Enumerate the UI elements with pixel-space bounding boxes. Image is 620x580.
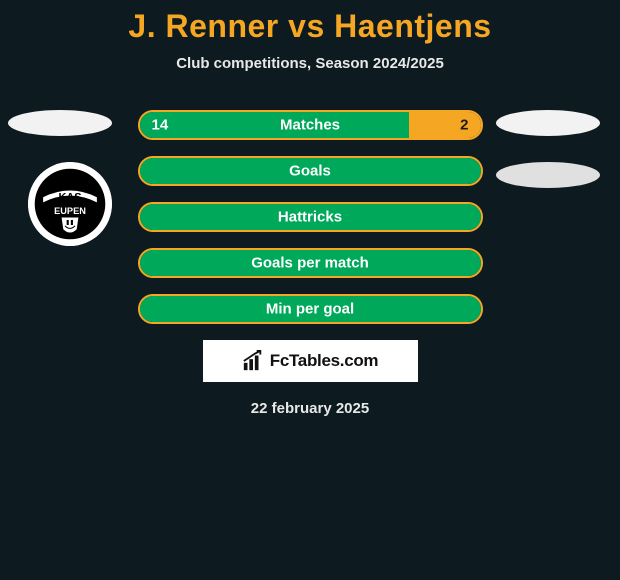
page-title: J. Renner vs Haentjens xyxy=(0,0,620,45)
bar-label: Min per goal xyxy=(140,301,481,318)
bar-value-player1: 14 xyxy=(152,117,169,134)
comparison-content: KAS EUPEN Matches14 2 Goals Hattricks Goals … xyxy=(0,110,620,417)
player1-name: J. Renner xyxy=(128,8,278,44)
vs-text: vs xyxy=(288,8,325,44)
watermark-text: FcTables.com xyxy=(270,351,379,371)
player2-name: Haentjens xyxy=(334,8,491,44)
stat-bar-goals: Goals xyxy=(138,156,483,186)
player2-photo-placeholder xyxy=(496,110,600,136)
player1-club-badge: KAS EUPEN xyxy=(28,162,112,246)
bar-value-player2: 2 xyxy=(460,117,468,134)
stat-bar-matches: Matches14 2 xyxy=(138,110,483,140)
bar-label: Goals xyxy=(140,163,481,180)
stat-bar-min-per-goal: Min per goal xyxy=(138,294,483,324)
player2-club-placeholder xyxy=(496,162,600,188)
player1-photo-placeholder xyxy=(8,110,112,136)
badge-top-text: KAS xyxy=(58,192,81,204)
badge-bottom-text: EUPEN xyxy=(54,206,86,216)
subtitle: Club competitions, Season 2024/2025 xyxy=(0,55,620,72)
bar-label: Matches xyxy=(140,117,481,134)
stat-bars: Matches14 2 Goals Hattricks Goals per match M… xyxy=(138,110,483,324)
bar-label: Hattricks xyxy=(140,209,481,226)
stat-bar-hattricks: Hattricks xyxy=(138,202,483,232)
chart-icon xyxy=(242,350,264,372)
bar-label: Goals per match xyxy=(140,255,481,272)
stat-bar-goals-per-match: Goals per match xyxy=(138,248,483,278)
date-text: 22 february 2025 xyxy=(0,400,620,417)
watermark: FcTables.com xyxy=(203,340,418,382)
